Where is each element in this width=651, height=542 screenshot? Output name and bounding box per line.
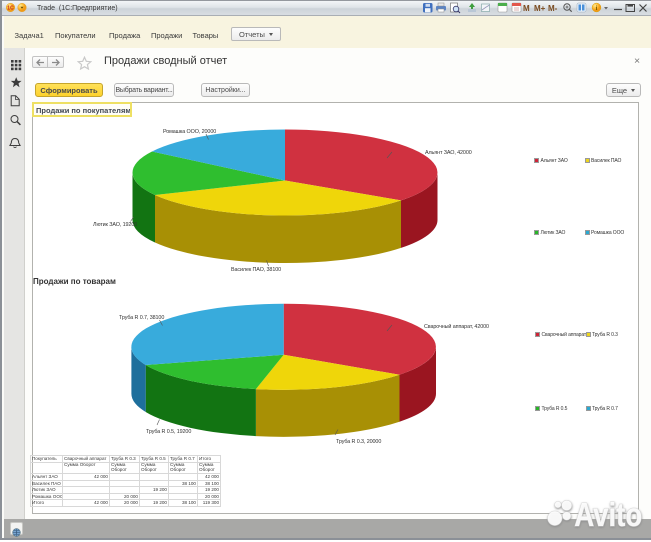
svg-text:M-: M- — [548, 4, 558, 13]
svg-text:i: i — [596, 5, 598, 12]
svg-text:Avito: Avito — [574, 496, 642, 533]
svg-text:M: M — [523, 4, 530, 13]
svg-text:M+: M+ — [534, 4, 546, 13]
svg-text:1C: 1C — [7, 5, 14, 11]
